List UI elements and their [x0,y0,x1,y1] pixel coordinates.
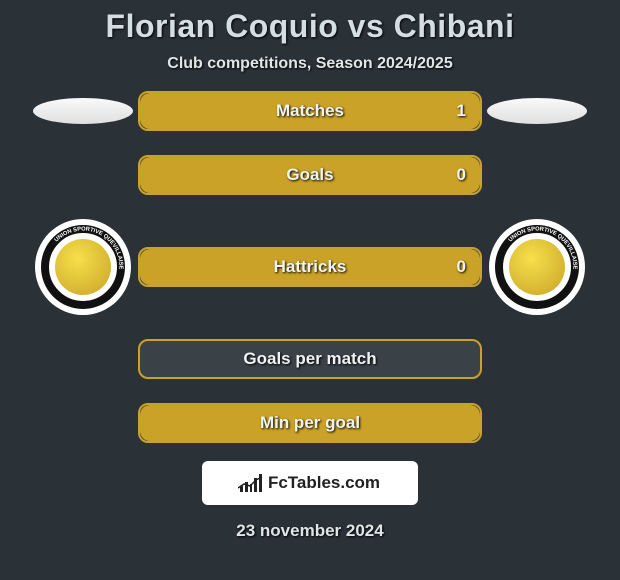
left-slot [28,98,138,124]
stat-row-goals: Goals 0 [18,155,602,195]
stat-label: Hattricks [274,257,347,277]
stat-row-hattricks: UNION SPORTIVE QUEVILLAISE Hattricks 0 UNIO… [18,219,602,315]
root: Florian Coquio vs Chibani Club competiti… [0,0,620,541]
stat-bar-hattricks: Hattricks 0 [138,247,482,287]
stats-list: Matches1Goals0UNION SPORTIVE QUEVILLAISE… [0,73,620,443]
stat-row-goals_per_match: Goals per match [18,339,602,379]
stat-value-right: 1 [457,101,466,121]
subtitle: Club competitions, Season 2024/2025 [0,55,620,73]
player-shadow-left [33,98,133,124]
club-badge-left: UNION SPORTIVE QUEVILLAISE [35,219,131,315]
club-badge-right: UNION SPORTIVE QUEVILLAISE [489,219,585,315]
stat-bar-matches: Matches 1 [138,91,482,131]
date-label: 23 november 2024 [0,521,620,541]
badge-center [509,239,565,295]
chart-icon [240,474,262,492]
left-slot: UNION SPORTIVE QUEVILLAISE [28,219,138,315]
stat-bar-min_per_goal: Min per goal [138,403,482,443]
page-title: Florian Coquio vs Chibani [0,8,620,45]
stat-row-min_per_goal: Min per goal [18,403,602,443]
stat-bar-goals: Goals 0 [138,155,482,195]
stat-label: Matches [276,101,344,121]
player-shadow-right [487,98,587,124]
stat-row-matches: Matches 1 [18,91,602,131]
right-slot [482,98,592,124]
stat-label: Goals per match [243,349,376,369]
badge-center [55,239,111,295]
brand-text: FcTables.com [268,473,380,493]
stat-value-right: 0 [457,165,466,185]
stat-label: Min per goal [260,413,360,433]
stat-bar-goals_per_match: Goals per match [138,339,482,379]
stat-label: Goals [286,165,333,185]
stat-value-right: 0 [457,257,466,277]
brand-box: FcTables.com [202,461,418,505]
right-slot: UNION SPORTIVE QUEVILLAISE [482,219,592,315]
